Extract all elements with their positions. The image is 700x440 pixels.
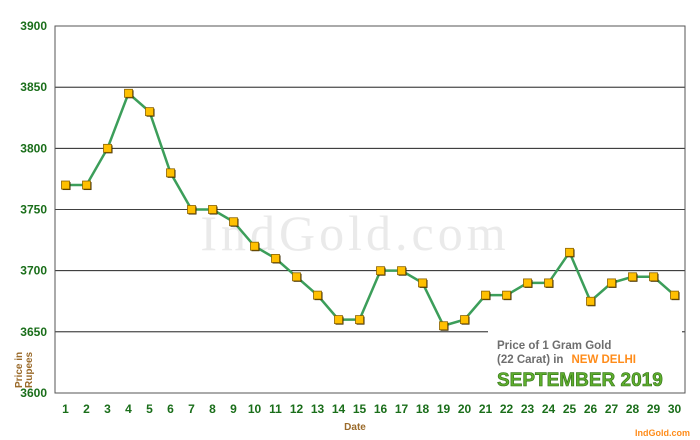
x-axis-ticks: 1 2 3 4 5 6 7 8 9 10 11 12 13 14 15 16 17 18 19 20 21 22 23 24 2… — [62, 402, 681, 416]
watermark-text: IndGold.com — [200, 205, 509, 261]
x-tick-label: 15 — [353, 402, 367, 416]
x-tick-label: 5 — [146, 402, 153, 416]
x-tick-label: 30 — [668, 402, 682, 416]
data-point — [649, 272, 658, 282]
x-tick-label: 25 — [563, 402, 577, 416]
x-tick-label: 14 — [332, 402, 346, 416]
x-tick-label: 24 — [542, 402, 556, 416]
x-tick-label: 20 — [458, 402, 472, 416]
legend-city: NEW DELHI — [571, 354, 636, 366]
x-tick-label: 29 — [647, 402, 661, 416]
data-point — [145, 107, 154, 117]
data-point — [208, 205, 217, 214]
data-point — [124, 88, 133, 98]
y-tick-label: 3850 — [20, 80, 47, 94]
x-tick-label: 11 — [269, 402, 282, 416]
price-series-line — [65, 91, 676, 328]
x-tick-label: 26 — [584, 402, 598, 416]
y-axis-label-line1: Price in — [14, 352, 25, 388]
x-tick-label: 2 — [83, 402, 90, 416]
legend-box — [488, 330, 682, 388]
data-point — [628, 272, 637, 282]
x-tick-label: 6 — [167, 402, 174, 416]
y-tick-label: 3650 — [20, 325, 47, 339]
x-tick-label: 23 — [521, 402, 535, 416]
legend-subtitle: (22 Carat) in NEW DELHI — [497, 350, 636, 367]
data-point — [565, 247, 574, 257]
data-point — [481, 290, 490, 300]
data-point — [586, 296, 595, 306]
x-tick-label: 16 — [374, 402, 388, 416]
data-point — [523, 278, 532, 288]
x-tick-label: 12 — [290, 402, 304, 416]
data-point — [502, 290, 511, 300]
y-axis-label: Price in Rupees — [14, 349, 35, 388]
x-tick-label: 13 — [311, 402, 325, 416]
data-point — [313, 290, 322, 300]
data-point — [103, 143, 112, 153]
data-point — [439, 321, 448, 331]
x-axis-label: Date — [344, 422, 366, 433]
data-point — [460, 315, 469, 325]
x-tick-label: 17 — [395, 402, 409, 416]
x-tick-label: 18 — [416, 402, 430, 416]
plot-frame — [54, 25, 686, 394]
data-point — [418, 278, 427, 288]
data-point — [544, 278, 553, 288]
legend-title: Price of 1 Gram Gold — [497, 340, 611, 352]
data-point — [250, 241, 259, 251]
data-point — [607, 278, 616, 288]
data-point — [670, 290, 679, 300]
x-tick-label: 9 — [230, 402, 237, 416]
data-point — [229, 217, 238, 227]
y-tick-label: 3750 — [20, 203, 47, 217]
credit-text: IndGold.com — [635, 428, 690, 438]
y-tick-label: 3900 — [20, 19, 47, 33]
y-tick-label: 3700 — [20, 264, 47, 278]
data-point — [82, 180, 91, 190]
data-point — [376, 266, 385, 276]
y-axis-label-line2: Rupees — [24, 351, 35, 388]
x-tick-label: 4 — [125, 402, 132, 416]
x-tick-label: 22 — [500, 402, 514, 416]
x-tick-label: 3 — [104, 402, 111, 416]
x-tick-label: 21 — [479, 402, 493, 416]
legend-carat: (22 Carat) in — [497, 354, 563, 366]
data-point — [187, 205, 196, 214]
data-point — [61, 180, 70, 190]
x-tick-label: 28 — [626, 402, 640, 416]
x-tick-label: 27 — [605, 402, 619, 416]
data-point — [334, 315, 343, 325]
x-tick-label: 19 — [437, 402, 451, 416]
y-tick-label: 3600 — [20, 386, 47, 400]
price-markers — [61, 88, 680, 331]
x-tick-label: 8 — [209, 402, 216, 416]
data-point — [271, 254, 280, 263]
x-tick-label: 7 — [188, 402, 195, 416]
x-tick-label: 1 — [62, 402, 69, 416]
data-point — [292, 272, 301, 282]
data-point — [397, 266, 406, 276]
legend-month: SEPTEMBER 2019 — [497, 370, 663, 391]
data-point — [166, 168, 175, 178]
x-tick-label: 10 — [248, 402, 262, 416]
data-point — [355, 315, 364, 325]
y-tick-label: 3800 — [20, 141, 47, 155]
y-axis-ticks: 3600 3650 3700 3750 3800 3850 3900 — [20, 19, 47, 400]
